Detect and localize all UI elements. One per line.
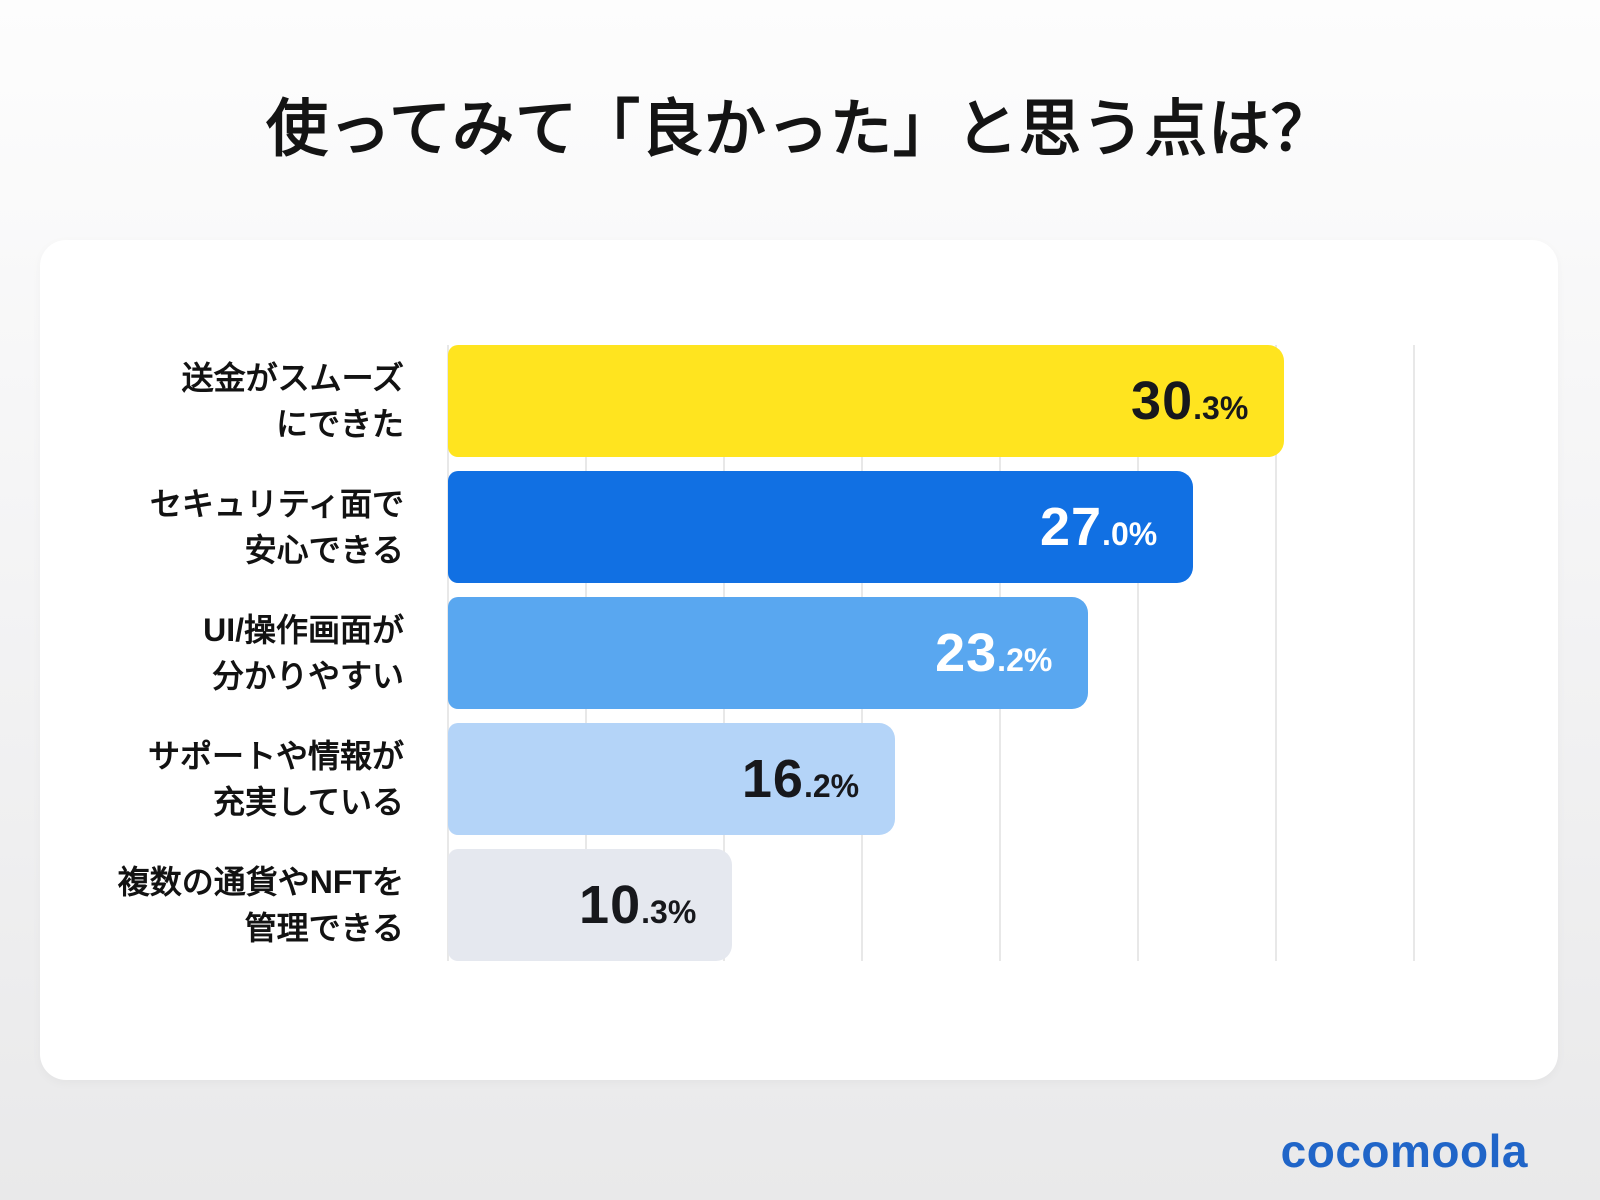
category-label: サポートや情報が充実している — [40, 723, 448, 835]
value-label-integer: 16 — [741, 749, 804, 809]
category-label: セキュリティ面で安心できる — [40, 471, 448, 583]
value-label: 30.3% — [1131, 374, 1284, 428]
category-label-line: 充実している — [212, 784, 404, 820]
value-label-fraction: .2% — [803, 768, 860, 804]
bar-chart: 送金がスムーズ にできた 30.3% セキュリティ面で 安心できる 27.0% UI/操作画… — [40, 345, 1415, 961]
value-label: 27.0% — [1040, 500, 1193, 554]
brand-logo: cocomoola — [1280, 1125, 1528, 1177]
value-label-fraction: .3% — [1193, 390, 1249, 426]
bar: 23.2% — [448, 597, 1089, 709]
chart-title: 使ってみて「良かった」と思う点は？ — [266, 95, 1334, 164]
category-label-line: 管理できる — [244, 910, 404, 946]
category-label-line: サポートや情報が — [147, 738, 404, 774]
category-label-line: にできた — [275, 406, 404, 442]
bar: 16.2% — [448, 723, 896, 835]
bar: 30.3% — [448, 345, 1285, 457]
bar-area: 30.3% — [448, 345, 1414, 457]
category-label-line: UI/操作画面が — [203, 612, 404, 648]
category-label-line: セキュリティ面で — [149, 486, 404, 522]
bar: 27.0% — [448, 471, 1194, 583]
category-label-line: 送金がスムーズ — [181, 360, 404, 396]
category-label-line: 分かりやすい — [211, 658, 404, 694]
category-label-line: 複数の通貨やNFTを — [117, 864, 404, 900]
bar: 10.3% — [448, 849, 733, 961]
value-label-integer: 27 — [1039, 497, 1103, 557]
chart-row: UI/操作画面が分かりやすい 23.2% — [40, 597, 1414, 709]
category-label: 複数の通貨やNFTを管理できる — [40, 849, 448, 961]
chart-row: 複数の通貨やNFTを管理できる 10.3% — [40, 849, 1414, 961]
value-label: 10.3% — [579, 878, 732, 932]
category-label-line: 安心できる — [244, 532, 404, 568]
gridline — [1137, 345, 1139, 961]
value-label: 16.2% — [742, 752, 895, 806]
value-label: 23.2% — [935, 626, 1088, 680]
bar-area: 27.0% — [448, 471, 1414, 583]
chart-row: 送金がスムーズにできた 30.3% — [40, 345, 1414, 457]
chart-row: セキュリティ面で安心できる 27.0% — [40, 471, 1414, 583]
category-label: UI/操作画面が分かりやすい — [40, 597, 448, 709]
bar-area: 16.2% — [448, 723, 1414, 835]
bar-area: 10.3% — [448, 849, 1414, 961]
value-label-integer: 10 — [579, 875, 642, 935]
gridline — [1275, 345, 1277, 961]
chart-card: 送金がスムーズ にできた 30.3% セキュリティ面で 安心できる 27.0% UI/操作画… — [40, 240, 1558, 1080]
chart-rows: 送金がスムーズ にできた 30.3% セキュリティ面で 安心できる 27.0% UI/操作画… — [40, 345, 1414, 961]
value-label-fraction: .3% — [641, 894, 697, 930]
value-label-fraction: .0% — [1102, 516, 1158, 552]
category-label: 送金がスムーズにできた — [40, 345, 448, 457]
chart-row: サポートや情報が充実している 16.2% — [40, 723, 1414, 835]
value-label-integer: 30 — [1131, 371, 1194, 431]
gridline — [1413, 345, 1415, 961]
value-label-integer: 23 — [935, 623, 998, 683]
value-label-fraction: .2% — [997, 642, 1053, 678]
bar-area: 23.2% — [448, 597, 1414, 709]
